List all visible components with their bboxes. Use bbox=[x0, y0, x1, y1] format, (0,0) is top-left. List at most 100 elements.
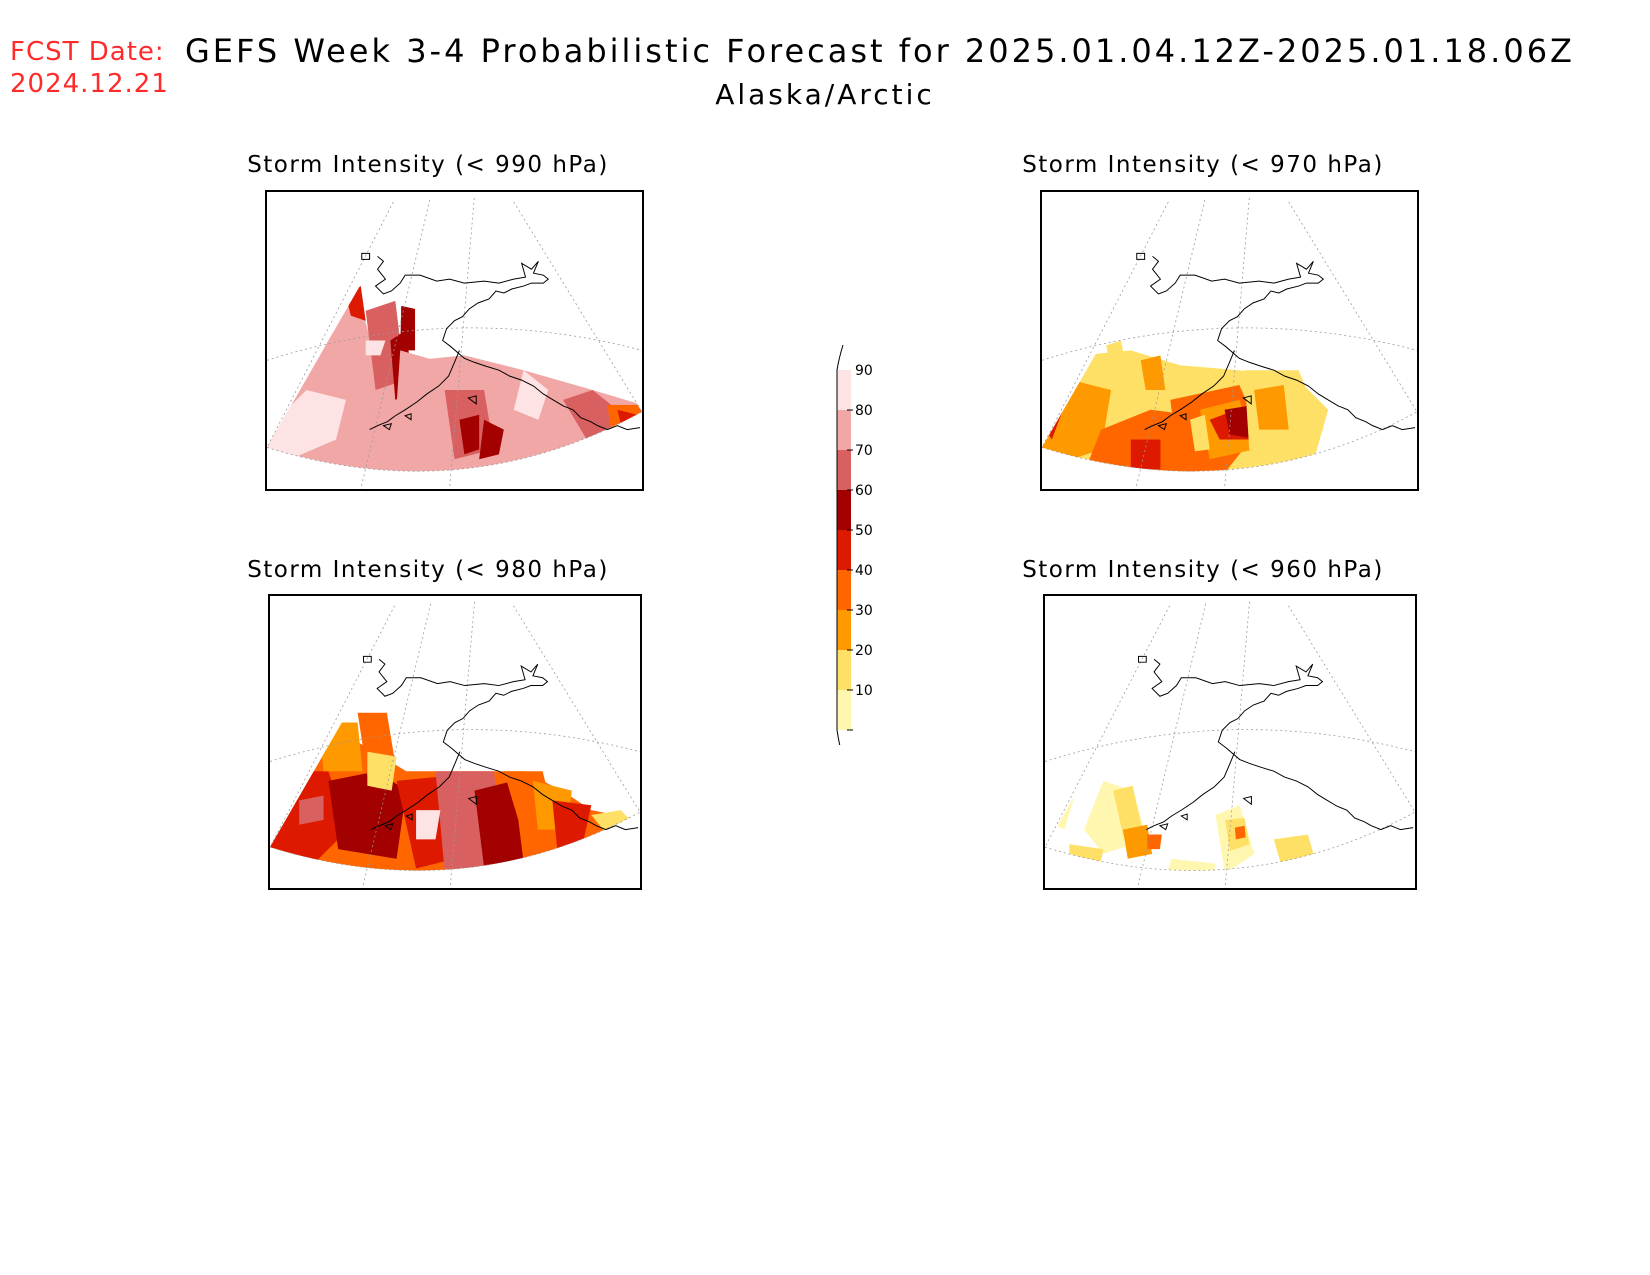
probability-region bbox=[365, 340, 386, 356]
meridian-line bbox=[270, 605, 395, 848]
probability-region bbox=[552, 800, 592, 850]
colorbar-swatch bbox=[837, 370, 851, 410]
island-outline bbox=[1179, 413, 1187, 421]
colorbar-swatch bbox=[837, 530, 851, 570]
probability-region bbox=[1190, 414, 1210, 452]
panel-title-970: Storm Intensity (< 970 hPa) bbox=[1022, 152, 1384, 178]
meridian-line bbox=[449, 197, 475, 489]
meridian-line bbox=[513, 605, 640, 813]
forecast-date-value: 2024.12.21 bbox=[10, 69, 169, 99]
probability-region bbox=[1130, 439, 1161, 470]
island-outline bbox=[382, 422, 393, 431]
probability-region bbox=[267, 390, 346, 470]
map-panel-970 bbox=[1040, 190, 1419, 491]
graticule bbox=[1045, 601, 1415, 888]
parallel-line bbox=[1045, 729, 1415, 762]
probability-region bbox=[1147, 834, 1162, 850]
colorbar-legend: 90 80 70 60 50 40 30 20 10 bbox=[836, 344, 873, 745]
forecast-date-label: FCST Date: bbox=[10, 37, 165, 67]
forecast-date-block: FCST Date: 2024.12.21 bbox=[10, 36, 169, 100]
probability-region bbox=[328, 771, 407, 859]
probability-region bbox=[1140, 355, 1166, 390]
probability-region bbox=[367, 751, 397, 791]
coastline-peninsula bbox=[1146, 751, 1236, 831]
probability-region bbox=[1122, 824, 1153, 859]
colorbar-tick-label: 50 bbox=[855, 523, 873, 539]
probability-region bbox=[1254, 385, 1289, 430]
probability-region bbox=[416, 810, 441, 840]
map-990 bbox=[267, 197, 642, 489]
map-980 bbox=[270, 601, 640, 888]
colorbar-swatch bbox=[837, 690, 851, 730]
probability-region bbox=[318, 722, 363, 772]
meridian-line bbox=[362, 603, 432, 888]
meridian-line bbox=[1045, 605, 1170, 848]
meridian-line bbox=[1224, 601, 1250, 888]
probability-region bbox=[474, 780, 524, 869]
island-outline bbox=[1136, 252, 1146, 260]
probability-region bbox=[1234, 825, 1246, 840]
panel-title-990: Storm Intensity (< 990 hPa) bbox=[247, 152, 609, 178]
colorbar-tick-label: 30 bbox=[855, 603, 873, 619]
coastline bbox=[374, 255, 641, 431]
island-outline bbox=[1242, 395, 1252, 405]
coastline bbox=[1151, 658, 1414, 831]
island-outline bbox=[1157, 422, 1168, 431]
island-outline bbox=[383, 823, 394, 831]
probability-region bbox=[1086, 315, 1104, 339]
map-970 bbox=[1042, 197, 1417, 489]
colorbar-swatch bbox=[837, 410, 851, 450]
probability-region bbox=[1042, 380, 1112, 470]
meridian-line bbox=[1135, 199, 1206, 489]
island-outline bbox=[1137, 655, 1147, 663]
probability-region bbox=[607, 404, 642, 440]
island-outline bbox=[404, 413, 412, 421]
probability-region bbox=[1069, 844, 1104, 871]
colorbar-top-tip bbox=[836, 344, 844, 371]
colorbar-swatch bbox=[837, 650, 851, 690]
colorbar-tick-label: 40 bbox=[855, 563, 873, 579]
island-outline bbox=[361, 252, 371, 260]
colorbar-tick-label: 80 bbox=[855, 403, 873, 419]
colorbar-swatch bbox=[837, 570, 851, 610]
colorbar-bottom-tip bbox=[836, 729, 841, 745]
meridian-line bbox=[1288, 201, 1417, 412]
panel-title-980: Storm Intensity (< 980 hPa) bbox=[247, 557, 609, 583]
colorbar-swatch bbox=[837, 610, 851, 650]
meridian-line bbox=[449, 601, 475, 888]
colorbar-swatch bbox=[837, 490, 851, 530]
island-outline bbox=[1158, 823, 1169, 831]
meridian-line bbox=[1042, 201, 1169, 448]
coastline bbox=[1149, 255, 1416, 431]
island-outline bbox=[467, 795, 477, 806]
island-outline bbox=[467, 395, 477, 405]
meridian-line bbox=[513, 201, 642, 412]
colorbar-tick-label: 70 bbox=[855, 443, 873, 459]
island-outline bbox=[1180, 813, 1188, 821]
region-subtitle: Alaska/Arctic bbox=[715, 78, 935, 111]
probability-region bbox=[459, 414, 480, 455]
colorbar-tick-label: 20 bbox=[855, 643, 873, 659]
probability-region bbox=[1106, 340, 1126, 371]
meridian-line bbox=[1288, 605, 1415, 813]
page-title: GEFS Week 3-4 Probabilistic Forecast for… bbox=[185, 32, 1575, 70]
island-outline bbox=[405, 813, 413, 821]
map-panel-990 bbox=[265, 190, 644, 491]
map-panel-980 bbox=[268, 594, 642, 890]
probability-region bbox=[513, 370, 549, 420]
coastline-peninsula bbox=[1144, 350, 1235, 431]
graticule bbox=[267, 197, 642, 489]
probability-region bbox=[1273, 834, 1318, 871]
graticule bbox=[270, 601, 640, 888]
coastline bbox=[376, 658, 639, 831]
probability-region bbox=[299, 795, 324, 825]
probability-region bbox=[1045, 771, 1080, 830]
coastline-peninsula bbox=[371, 751, 461, 831]
colorbar-tick-label: 90 bbox=[855, 363, 873, 379]
meridian-line bbox=[360, 199, 431, 489]
colorbar-swatch bbox=[837, 450, 851, 490]
coastline-peninsula bbox=[369, 350, 460, 431]
map-panel-960 bbox=[1043, 594, 1417, 890]
colorbar-tick-label: 60 bbox=[855, 483, 873, 499]
probability-region bbox=[1161, 858, 1216, 871]
